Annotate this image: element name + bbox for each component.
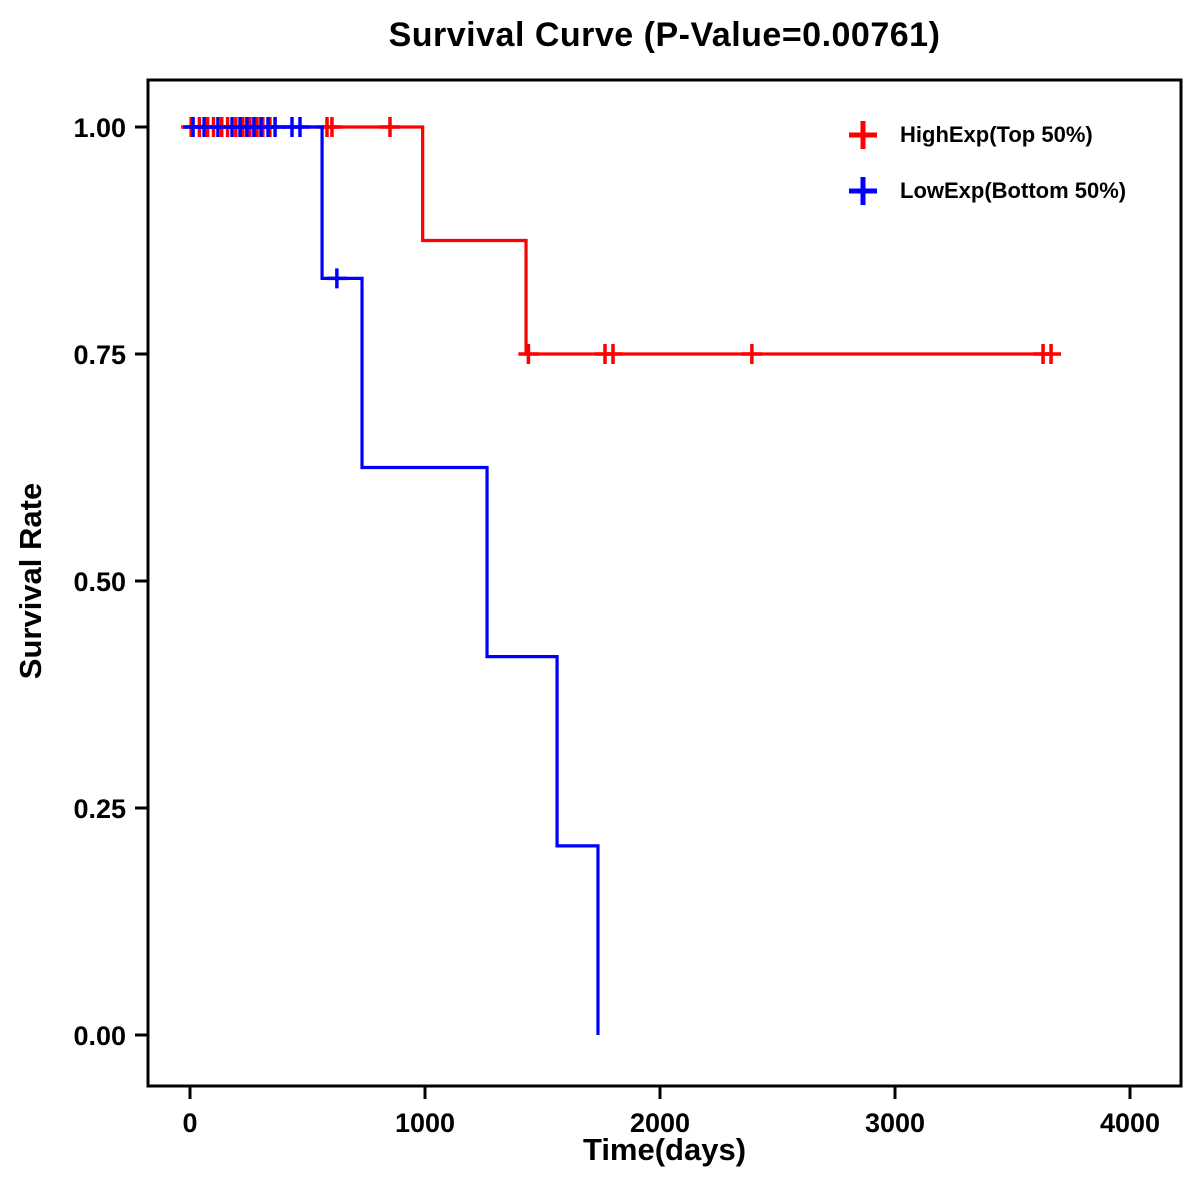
plus-marker-icon [849,177,877,205]
plus-marker-icon [849,121,877,149]
y-tick-label: 1.00 [73,113,126,143]
legend: HighExp(Top 50%) LowExp(Bottom 50%) [846,118,1126,208]
legend-label-lowexp: LowExp(Bottom 50%) [900,178,1127,203]
x-tick-label: 2000 [630,1108,690,1138]
legend-item-highexp: HighExp(Top 50%) [846,118,1126,152]
survival-step-line-lowexp [190,125,600,1035]
y-tick-label: 0.50 [73,567,126,597]
y-axis-label: Survival Rate [13,482,48,680]
y-tick-label: 0.75 [73,340,126,370]
x-tick-label: 0 [182,1108,197,1138]
x-tick-label: 3000 [865,1108,925,1138]
x-axis-label: Time(days) [582,1132,747,1167]
x-tick-label: 1000 [395,1108,455,1138]
plot-border [146,78,1183,1088]
y-tick-label: 0.25 [73,794,126,824]
legend-label-highexp: HighExp(Top 50%) [900,122,1093,147]
x-tick-label: 4000 [1100,1108,1160,1138]
legend-item-lowexp: LowExp(Bottom 50%) [846,174,1126,208]
chart-title: Survival Curve (P-Value=0.00761) [388,16,941,54]
y-tick-label: 0.00 [73,1021,126,1051]
